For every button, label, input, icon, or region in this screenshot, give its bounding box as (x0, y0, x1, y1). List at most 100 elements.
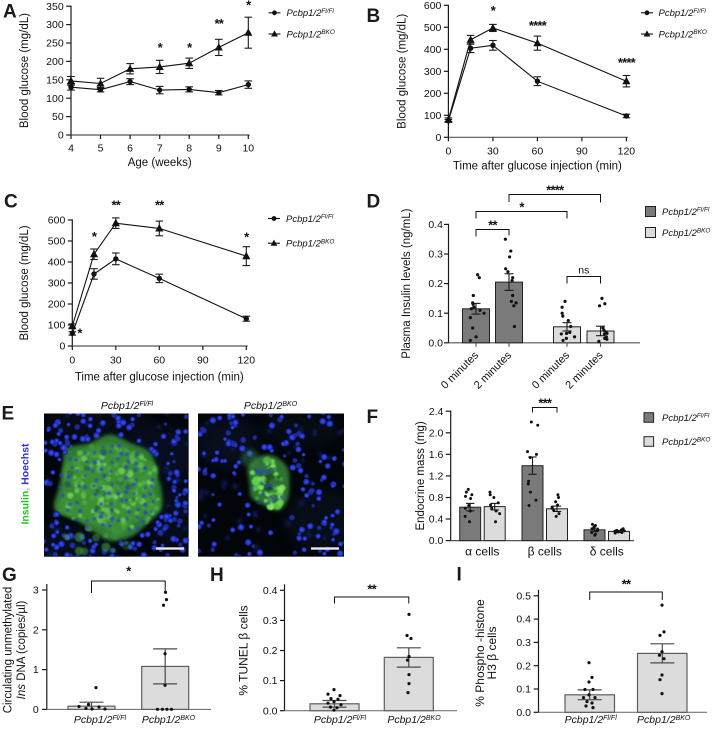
svg-text:1.2: 1.2 (429, 471, 444, 483)
svg-text:50: 50 (52, 111, 64, 123)
svg-text:1.6: 1.6 (429, 449, 444, 461)
svg-text:100: 100 (46, 93, 64, 105)
svg-text:0: 0 (69, 354, 75, 366)
svg-text:0.0: 0.0 (429, 535, 444, 547)
svg-text:0: 0 (33, 704, 39, 716)
svg-text:D: D (367, 191, 381, 212)
svg-text:F: F (367, 407, 379, 428)
svg-text:500: 500 (424, 22, 442, 34)
svg-text:**: ** (215, 16, 225, 31)
svg-text:0.2: 0.2 (516, 660, 531, 672)
svg-text:150: 150 (46, 74, 64, 86)
svg-text:*: * (158, 40, 164, 55)
svg-text:0: 0 (436, 132, 442, 144)
svg-text:300: 300 (424, 66, 442, 78)
svg-text:B: B (367, 6, 381, 27)
svg-text:200: 200 (46, 56, 64, 68)
svg-text:Pcbp1/2BKO: Pcbp1/2BKO (286, 238, 334, 249)
svg-text:**: ** (112, 198, 122, 213)
svg-text:Pcbp1/2Fl/Fl: Pcbp1/2Fl/Fl (659, 8, 707, 19)
svg-text:600: 600 (48, 215, 66, 227)
svg-text:0.5: 0.5 (516, 590, 531, 602)
svg-text:500: 500 (48, 236, 66, 248)
svg-text:2.0: 2.0 (429, 427, 444, 439)
svg-text:G: G (2, 565, 17, 586)
svg-text:120: 120 (618, 146, 636, 158)
svg-text:60: 60 (532, 146, 544, 158)
svg-text:Blood glucose (mg/dL): Blood glucose (mg/dL) (19, 13, 31, 128)
svg-text:0.1: 0.1 (516, 684, 531, 696)
svg-text:Time after glucose injection (: Time after glucose injection (min) (453, 161, 622, 173)
svg-text:Circulating unmethylated: Circulating unmethylated (3, 587, 15, 714)
svg-text:Plasma Insulin levels (ng/mL): Plasma Insulin levels (ng/mL) (401, 208, 413, 358)
svg-text:*: * (246, 0, 252, 13)
svg-text:0.4: 0.4 (429, 514, 444, 526)
svg-text:*: * (244, 230, 250, 245)
svg-text:Pcbp1/2Fl/Fl: Pcbp1/2Fl/Fl (662, 207, 710, 218)
svg-text:6: 6 (127, 143, 133, 155)
svg-text:Pcbp1/2BKO: Pcbp1/2BKO (662, 228, 710, 239)
svg-text:Blood glucose (mg/dL): Blood glucose (mg/dL) (19, 225, 31, 340)
svg-text:0.0: 0.0 (263, 705, 278, 717)
svg-text:0: 0 (445, 146, 451, 158)
svg-text:Pcbp1/2Fl/Fl: Pcbp1/2Fl/Fl (287, 8, 335, 19)
svg-text:****: **** (618, 55, 637, 70)
svg-text:4: 4 (68, 143, 74, 155)
svg-text:α cells: α cells (465, 544, 499, 558)
svg-text:30: 30 (487, 146, 499, 158)
svg-text:0.3: 0.3 (263, 615, 278, 627)
svg-text:E: E (2, 404, 15, 425)
svg-text:10: 10 (242, 143, 254, 155)
svg-text:*: * (126, 564, 132, 579)
svg-text:0.4: 0.4 (263, 585, 278, 597)
svg-text:0.2: 0.2 (263, 645, 278, 657)
svg-text:9: 9 (216, 143, 222, 155)
svg-text:***: *** (538, 396, 553, 411)
svg-text:3: 3 (33, 585, 39, 597)
svg-text:0.8: 0.8 (429, 492, 444, 504)
svg-text:0.3: 0.3 (428, 249, 443, 261)
svg-text:Pcbp1/2BKO: Pcbp1/2BKO (662, 437, 710, 448)
svg-text:300: 300 (48, 278, 66, 290)
svg-text:Insulin, Hoechst: Insulin, Hoechst (20, 443, 32, 525)
svg-text:0.2: 0.2 (428, 278, 443, 290)
svg-text:Pcbp1/2Fl/Fl: Pcbp1/2Fl/Fl (662, 413, 710, 424)
svg-text:120: 120 (238, 354, 256, 366)
svg-text:30: 30 (110, 354, 122, 366)
svg-text:*: * (187, 40, 193, 55)
svg-text:0.0: 0.0 (428, 337, 443, 349)
svg-text:0.1: 0.1 (428, 308, 443, 320)
svg-text:Age (weeks): Age (weeks) (128, 157, 192, 169)
svg-text:7: 7 (157, 143, 163, 155)
svg-text:% Phospho -histone: % Phospho -histone (473, 599, 487, 707)
svg-text:****: **** (546, 183, 565, 198)
svg-text:H: H (210, 565, 224, 586)
svg-text:**: ** (488, 218, 498, 233)
svg-text:100: 100 (424, 110, 442, 122)
svg-text:δ cells: δ cells (590, 544, 624, 558)
svg-text:2.4: 2.4 (429, 406, 444, 418)
svg-text:600: 600 (424, 0, 442, 12)
svg-text:0.4: 0.4 (516, 614, 531, 626)
svg-text:**: ** (155, 198, 165, 213)
svg-text:β cells: β cells (528, 544, 562, 558)
svg-text:400: 400 (48, 257, 66, 269)
svg-text:200: 200 (48, 299, 66, 311)
svg-text:5: 5 (98, 143, 104, 155)
svg-text:0: 0 (58, 130, 64, 142)
svg-text:A: A (3, 2, 17, 23)
svg-text:350: 350 (46, 1, 64, 13)
svg-text:0: 0 (59, 341, 65, 353)
svg-text:Time after glucose injection (: Time after glucose injection (min) (75, 372, 244, 384)
svg-text:8: 8 (186, 143, 192, 155)
svg-text:Ins DNA (copies/µl): Ins DNA (copies/µl) (16, 601, 28, 700)
svg-text:250: 250 (46, 38, 64, 50)
svg-text:Endocrine mass (mg): Endocrine mass (mg) (415, 421, 427, 530)
svg-text:*: * (519, 200, 525, 215)
svg-text:90: 90 (576, 146, 588, 158)
svg-text:ns: ns (578, 265, 589, 277)
svg-text:200: 200 (424, 88, 442, 100)
svg-text:H3 β cells: H3 β cells (485, 627, 499, 680)
svg-text:****: **** (529, 18, 548, 33)
svg-text:C: C (4, 191, 18, 212)
